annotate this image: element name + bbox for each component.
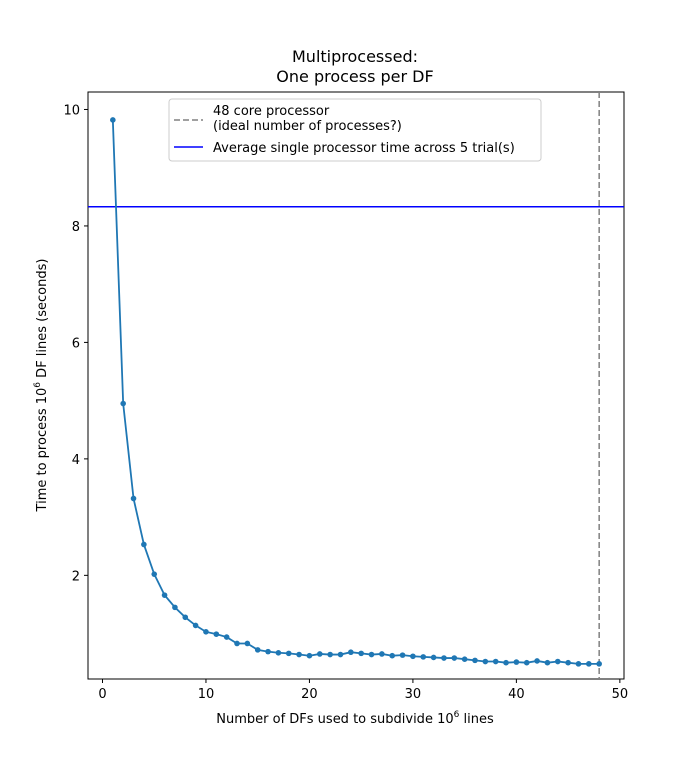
data-point [213, 631, 220, 637]
plot-area [87, 91, 625, 680]
data-point [389, 652, 396, 659]
data-point [161, 592, 168, 598]
data-point [441, 655, 447, 661]
data-point [565, 659, 571, 666]
data-point [596, 661, 602, 667]
data-point [337, 651, 344, 658]
data-point [265, 648, 271, 655]
data-point [523, 659, 530, 666]
data-point [141, 541, 147, 548]
data-point [503, 659, 509, 666]
data-point [461, 656, 468, 663]
data-point [120, 400, 126, 407]
data-point [203, 629, 209, 635]
x-tick-label: 0 [98, 687, 106, 702]
y-tick-label: 8 [72, 220, 80, 235]
legend-vline-label-line1: 48 core processor [213, 104, 330, 119]
data-point [586, 661, 592, 667]
data-point [451, 655, 458, 661]
legend-hline-label: Average single processor time across 5 t… [213, 141, 515, 156]
data-point [234, 640, 240, 647]
data-point [534, 658, 540, 664]
data-point [306, 652, 313, 659]
data-point [544, 659, 551, 666]
data-point [492, 658, 499, 665]
data-point [223, 634, 230, 640]
y-tick-label: 10 [63, 103, 80, 118]
data-point [182, 614, 189, 621]
data-point [554, 658, 561, 665]
x-axis: 0 10 20 30 40 50 [98, 679, 628, 702]
y-tick-label: 6 [72, 336, 80, 351]
x-tick-label: 30 [405, 687, 422, 702]
data-point [420, 654, 427, 660]
data-point [482, 658, 489, 665]
data-point [110, 117, 116, 123]
legend: 48 core processor (ideal number of proce… [168, 98, 542, 162]
data-point [296, 651, 302, 658]
data-point [130, 495, 137, 502]
x-tick-label: 40 [508, 687, 525, 702]
data-point [399, 652, 406, 658]
x-tick-label: 20 [301, 687, 318, 702]
data-point [151, 571, 158, 577]
data-point [368, 651, 375, 658]
x-tick-label: 10 [198, 687, 215, 702]
data-point [254, 647, 261, 653]
x-tick-label: 50 [612, 687, 629, 702]
data-point [472, 657, 478, 664]
data-point [172, 604, 178, 611]
series-points [110, 117, 602, 667]
data-point [244, 640, 251, 647]
legend-box [168, 98, 542, 162]
y-tick-label: 4 [72, 453, 80, 468]
data-point [430, 654, 437, 661]
data-point [348, 649, 354, 656]
data-point [316, 651, 323, 657]
data-point [513, 659, 520, 665]
x-axis-label: Number of DFs used to subdivide 106 line… [216, 710, 494, 727]
data-point [410, 653, 416, 660]
data-point [192, 622, 199, 629]
legend-vline-label-line2: (ideal number of processes?) [213, 119, 402, 134]
chart-title-line1: Multiprocessed: [292, 47, 418, 66]
chart-title-line2: One process per DF [276, 67, 433, 86]
data-point [379, 651, 385, 657]
data-point [575, 661, 582, 667]
data-point [285, 650, 292, 657]
y-tick-label: 2 [72, 569, 80, 584]
data-point [275, 649, 282, 656]
y-axis-label: Time to process 106 DF lines (seconds) [33, 259, 50, 513]
data-point [358, 650, 364, 657]
y-axis: 2 4 6 8 10 [63, 103, 88, 584]
data-point [327, 651, 333, 658]
